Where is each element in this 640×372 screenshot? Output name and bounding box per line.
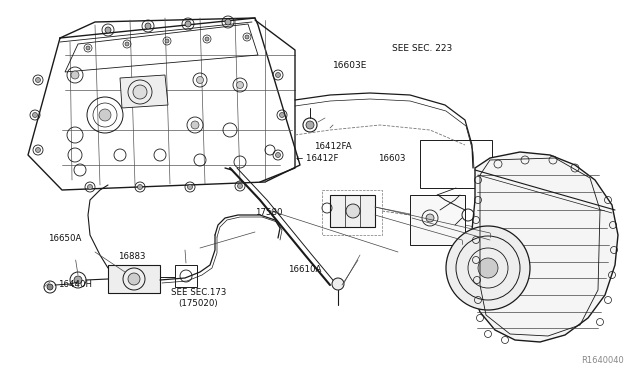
Circle shape	[74, 276, 82, 284]
Text: (175020): (175020)	[179, 299, 218, 308]
Text: 16883: 16883	[118, 252, 146, 261]
Circle shape	[88, 185, 93, 189]
Text: ← 16412F: ← 16412F	[296, 154, 338, 163]
Circle shape	[426, 214, 434, 222]
Text: 17580: 17580	[255, 208, 282, 217]
Text: SEE SEC. 223: SEE SEC. 223	[392, 44, 452, 53]
Circle shape	[275, 73, 280, 77]
Circle shape	[47, 284, 53, 290]
Circle shape	[35, 148, 40, 153]
Text: 16650A: 16650A	[48, 234, 81, 243]
Circle shape	[133, 85, 147, 99]
Circle shape	[446, 226, 530, 310]
Bar	[420, 140, 492, 188]
Polygon shape	[120, 75, 168, 108]
Circle shape	[205, 37, 209, 41]
Circle shape	[105, 27, 111, 33]
Bar	[322, 190, 382, 235]
Text: SEE SEC.173: SEE SEC.173	[171, 288, 226, 296]
Circle shape	[188, 185, 193, 189]
Circle shape	[128, 273, 140, 285]
Circle shape	[280, 112, 285, 118]
Circle shape	[165, 39, 169, 43]
Polygon shape	[470, 152, 618, 342]
Bar	[330, 195, 375, 227]
Text: 16603E: 16603E	[333, 61, 367, 70]
Circle shape	[275, 153, 280, 157]
Circle shape	[185, 21, 191, 27]
Circle shape	[99, 109, 111, 121]
Circle shape	[138, 185, 143, 189]
Text: 16412FA: 16412FA	[314, 142, 351, 151]
Text: 16440H: 16440H	[58, 280, 92, 289]
Circle shape	[35, 77, 40, 83]
Circle shape	[191, 121, 199, 129]
Circle shape	[33, 112, 38, 118]
Circle shape	[225, 19, 231, 25]
Circle shape	[86, 46, 90, 50]
Bar	[175, 265, 197, 287]
Circle shape	[478, 258, 498, 278]
Text: R1640040: R1640040	[581, 356, 624, 365]
Text: 16610A: 16610A	[288, 265, 321, 274]
Circle shape	[145, 23, 151, 29]
Circle shape	[346, 204, 360, 218]
Circle shape	[125, 42, 129, 46]
Circle shape	[332, 278, 344, 290]
Bar	[410, 195, 465, 245]
Circle shape	[237, 81, 243, 89]
Circle shape	[306, 121, 314, 129]
Text: 16603: 16603	[378, 154, 405, 163]
Circle shape	[245, 35, 249, 39]
Circle shape	[71, 71, 79, 79]
Bar	[108, 265, 160, 293]
Circle shape	[196, 77, 204, 83]
Circle shape	[237, 183, 243, 189]
